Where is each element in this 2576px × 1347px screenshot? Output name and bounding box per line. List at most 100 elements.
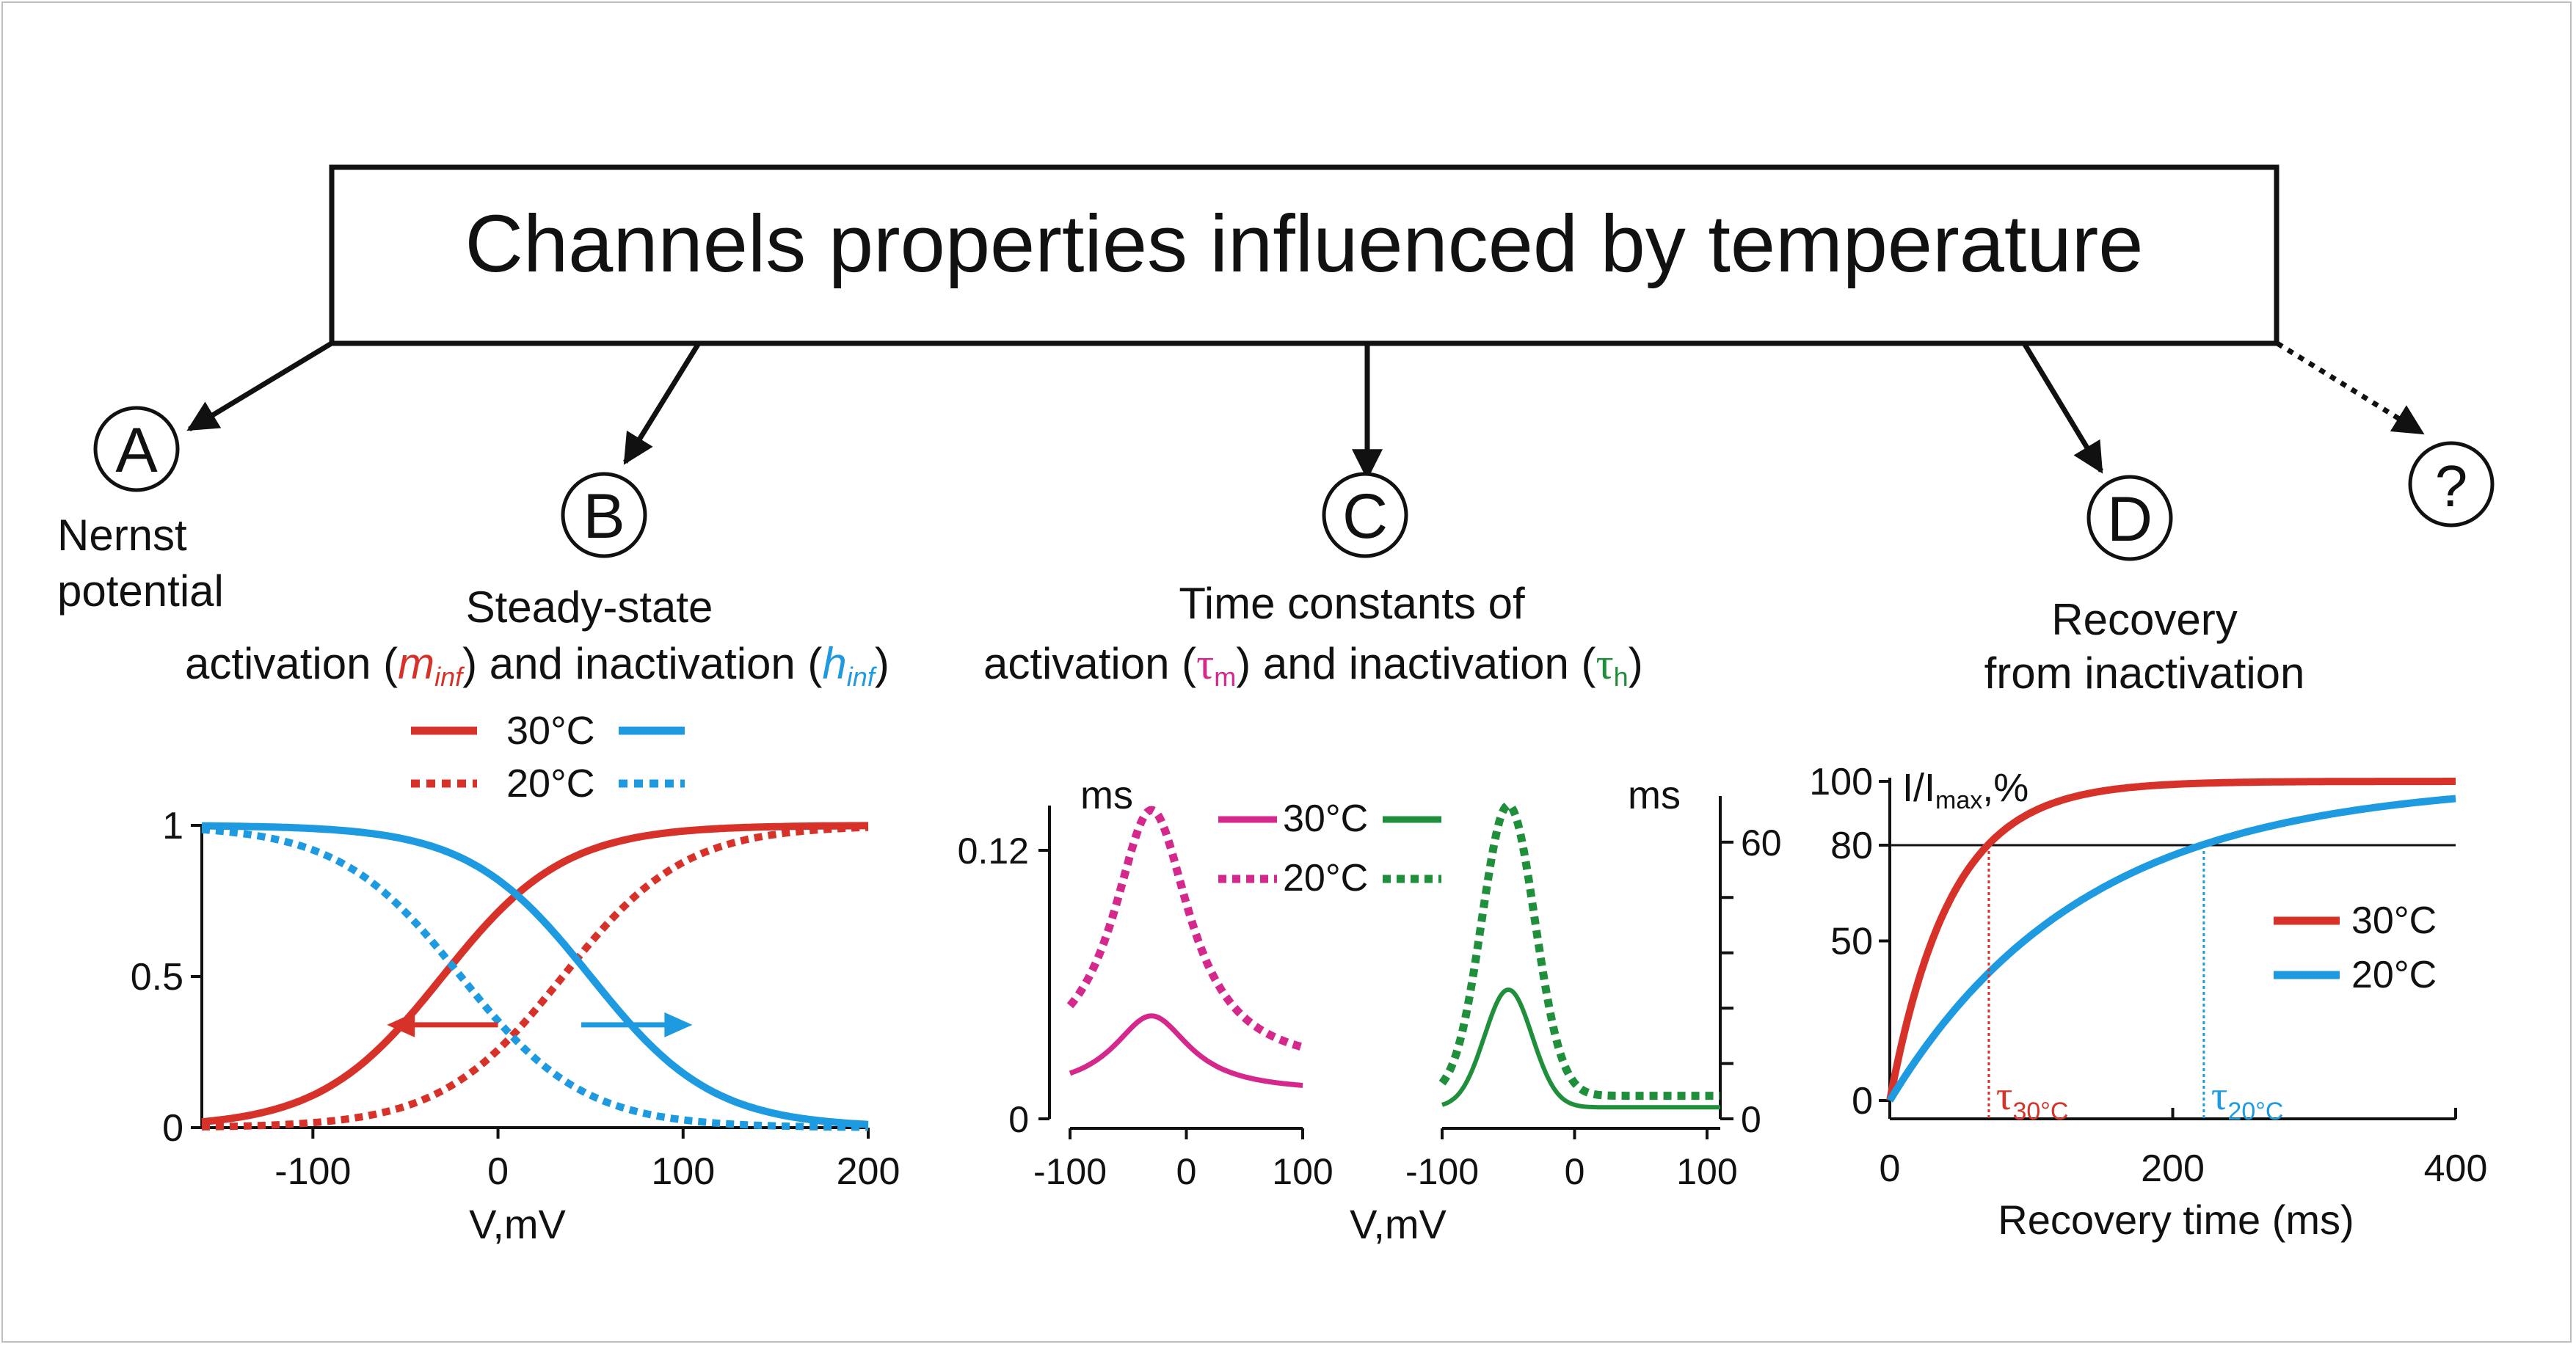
panel-d-recovery-20c-curve (1886, 795, 2456, 1103)
panel-d-chart: I/Imax,% Recovery time (ms) 0 200 400 0 50 80… (1809, 761, 2487, 1243)
m-inf-subscript: inf (434, 662, 465, 692)
node-b-circle (561, 472, 647, 558)
panel-b-series (201, 822, 869, 1131)
panel-c-right-unit: ms (1628, 773, 1681, 817)
panel-b-y-tick-label: 0 (162, 1107, 183, 1150)
panel-b-y-tick-label: 1 (162, 805, 183, 847)
panel-c-left-series (1066, 806, 1304, 1088)
panel-d-x-tick-label: 400 (2424, 1147, 2488, 1190)
panel-c-tau-h-30c-curve (1441, 987, 1720, 1110)
panel-c-right-x-tick-label: 0 (1565, 1151, 1585, 1192)
tau-m-subscript: m (1214, 662, 1236, 692)
legend-c-label-20: 20°C (1283, 857, 1368, 899)
title-text: Channels properties influenced by temper… (465, 199, 2144, 289)
panel-c-right-x-tick-label: 100 (1676, 1151, 1737, 1192)
legend-b: 30°C 20°C (411, 709, 685, 806)
panel-c-right-series (1438, 800, 1720, 1110)
panel-b-x-tick-label: 0 (487, 1150, 509, 1193)
legend-d-label-20: 20°C (2351, 954, 2437, 996)
panel-c-left-y-tick-label: 0.12 (958, 831, 1029, 872)
node-d-line2: from inactivation (1984, 649, 2305, 698)
panel-b-x-tick-label: -100 (274, 1150, 351, 1193)
node-c-text-1: activation ( (983, 639, 1196, 688)
node-c-text-3: ) (1629, 639, 1643, 688)
panel-c-xlabel: V,mV (1350, 1201, 1447, 1247)
m-inf-symbol: m (398, 639, 434, 688)
panel-d-y-tick-label: 0 (1852, 1080, 1873, 1122)
node-c-line1: Time constants of (1179, 579, 1525, 628)
legend-b-label-30: 30°C (506, 709, 595, 753)
panel-b-shift-arrows (387, 1012, 693, 1037)
panel-d-y-tick-label: 100 (1809, 761, 1873, 803)
legend-d: 30°C 20°C (2274, 899, 2437, 996)
h-inf-subscript: inf (847, 662, 878, 692)
panel-c-tau-m-30c-curve (1069, 1013, 1303, 1088)
panel-c-right-x-tick-label: -100 (1405, 1151, 1479, 1192)
panel-d-ylabel: I/Imax,% (1902, 766, 2029, 814)
node-a-line2: potential (57, 566, 224, 616)
panel-d-series (1886, 778, 2456, 1103)
panel-b-activation-20c-curve (201, 823, 869, 1131)
arrow-to-d (2022, 342, 2103, 474)
legend-c: 30°C 20°C (1218, 797, 1441, 899)
legend-c-label-30: 30°C (1283, 797, 1368, 840)
panel-b-shift-arrow-head (664, 1012, 693, 1037)
panel-b-x-tick-label: 100 (651, 1150, 715, 1193)
panel-c-left-x-tick-label: 100 (1272, 1151, 1333, 1192)
node-unknown-circle (2408, 441, 2495, 528)
panel-d-ylabel-tail: ,% (1982, 766, 2029, 810)
panel-b-chart: V,mV -100 0 100 200 0 0.5 1 (131, 805, 900, 1247)
node-b-line1: Steady-state (466, 583, 713, 632)
panel-b-ticks: -100 0 100 200 0 0.5 1 (131, 805, 900, 1193)
node-d: D Recovery from inactivation (1984, 475, 2305, 698)
node-b-text-3: ) (875, 639, 889, 688)
node-b: B Steady-state activation (minf) and ina… (185, 472, 889, 692)
panel-d-recovery-30c-curve (1886, 778, 2456, 1101)
panel-c-right-y-tick-label: 0 (1741, 1099, 1761, 1140)
node-b-line2: activation (minf) and inactivation (hinf… (185, 639, 889, 692)
panel-d-tau-marker-label: τ20°C (2211, 1073, 2283, 1125)
node-b-text-1: activation ( (185, 639, 398, 688)
node-d-circle (2086, 475, 2173, 561)
tau-h-symbol: τ (1596, 640, 1614, 688)
panel-d-xlabel: Recovery time (ms) (1998, 1197, 2354, 1243)
title-box (329, 164, 2280, 346)
node-c-text-2: ) and inactivation ( (1236, 639, 1596, 688)
node-d-letter: D (2107, 484, 2153, 555)
tau-symbol: τ (2211, 1073, 2228, 1119)
node-a-line1: Nernst (57, 511, 187, 560)
panel-d-y-tick-label: 80 (1830, 825, 1873, 867)
node-c: C Time constants of activation ( τ m) and … (983, 472, 1643, 692)
panel-c-left-unit: ms (1080, 773, 1133, 817)
panel-c-left-x-tick-label: -100 (1033, 1151, 1107, 1192)
panel-b-x-tick-label: 200 (837, 1150, 900, 1193)
legend-d-label-30: 30°C (2351, 899, 2437, 942)
panel-c-left-x-tick-label: 0 (1176, 1151, 1197, 1192)
node-c-letter: C (1342, 481, 1388, 552)
panel-d-x-tick-label: 0 (1880, 1147, 1901, 1190)
panel-b-activation-30c-curve (201, 822, 868, 1126)
tau-subscript: 30°C (2012, 1098, 2068, 1125)
panel-c-right-y-tick-label: 60 (1741, 822, 1782, 864)
node-c-line2: activation (τm) and inactivation (τh) (983, 639, 1643, 692)
panel-c-left-y-tick-label: 0 (1008, 1099, 1029, 1140)
node-unknown-symbol: ? (2435, 453, 2468, 519)
panel-b-shift-arrow-head (387, 1012, 415, 1037)
panel-d-y-tick-label: 50 (1830, 921, 1873, 963)
arrow-to-unknown (2276, 341, 2425, 435)
panel-d-x-tick-label: 200 (2141, 1147, 2205, 1190)
node-a-letter: A (115, 415, 158, 486)
node-b-letter: B (583, 481, 625, 552)
panel-d-tau-markers: τ30°C τ20°C (1987, 845, 2283, 1125)
arrow-to-b (623, 342, 701, 465)
node-b-text-2: ) and inactivation ( (462, 639, 822, 688)
tau-symbol: τ (1996, 1073, 2013, 1119)
panel-d-ylabel-main: I/I (1902, 766, 1935, 810)
